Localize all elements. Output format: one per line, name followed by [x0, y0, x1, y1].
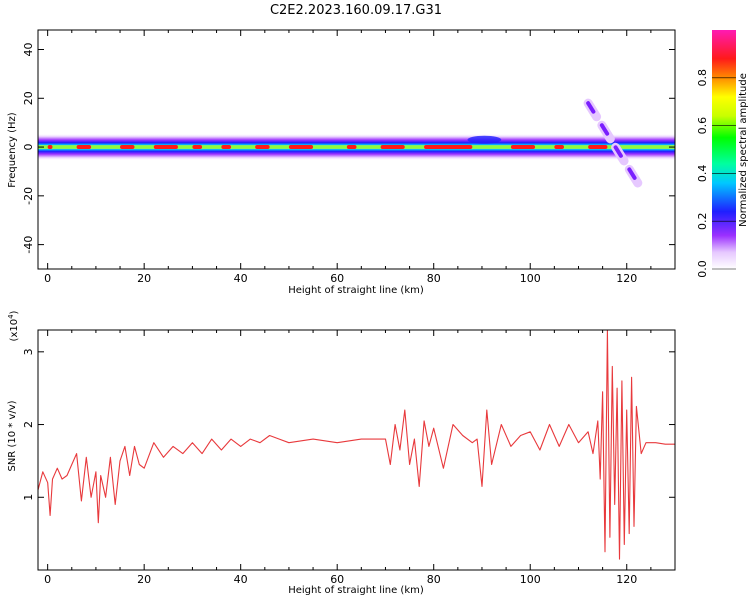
spectrum-peak	[380, 145, 405, 150]
streak-core	[586, 101, 644, 191]
colorbar	[712, 30, 736, 269]
spectrum-peak	[221, 145, 232, 150]
spectrogram-x-label: Height of straight line (km)	[288, 285, 424, 296]
spectrogram-y-label: Frequency (Hz)	[7, 112, 18, 188]
spectrum-peak	[510, 145, 536, 150]
snr-axes: 0 20 40 60 80 100 120 1 2 3	[22, 330, 676, 586]
spectrum-peak	[76, 145, 92, 150]
spectrogram-ytick-label: -20	[22, 187, 35, 205]
spectrogram-xtick-label: 100	[520, 272, 541, 285]
figure-title: C2E2.2023.160.09.17.G31	[270, 3, 442, 18]
snr-ytick-label: 2	[22, 421, 35, 428]
spectrum-peak	[192, 145, 203, 150]
spectrogram-xtick-label: 120	[616, 272, 637, 285]
colorbar-tick-label: 0.2	[696, 212, 709, 230]
snr-frame	[37, 329, 676, 571]
snr-plot	[38, 330, 675, 560]
snr-xtick-label: 60	[330, 573, 344, 586]
spectrogram-frame	[37, 29, 676, 270]
spectrum-peak	[288, 145, 314, 150]
snr-xtick-label: 120	[616, 573, 637, 586]
spectrogram-xtick-label: 0	[44, 272, 51, 285]
spectrum-peak	[424, 145, 473, 150]
snr-xtick-label: 0	[44, 573, 51, 586]
snr-y-multiplier: (x104)	[7, 310, 20, 341]
spectrogram-ytick-label: 20	[22, 91, 35, 105]
snr-xtick-label: 80	[427, 573, 441, 586]
colorbar-tick-label: 0.4	[696, 165, 709, 183]
snr-y-label: SNR (10 * v/v)	[7, 400, 18, 471]
spectrogram-ytick-label: 40	[22, 43, 35, 57]
colorbar-tick-label: 0.8	[696, 69, 709, 87]
spectrum-peak	[588, 145, 608, 150]
spectrum-peak	[346, 145, 357, 150]
spectrum-peak	[153, 145, 178, 150]
snr-ytick-label: 1	[22, 494, 35, 501]
spectrogram-xtick-label: 40	[234, 272, 248, 285]
snr-series-line	[38, 330, 675, 560]
spectrum-peak	[255, 145, 270, 150]
snr-ytick-label: 3	[22, 348, 35, 355]
spectrum-peak	[120, 145, 135, 150]
colorbar-tick-label: 0.6	[696, 117, 709, 135]
spectrogram-xtick-label: 60	[330, 272, 344, 285]
spectrogram-ytick-label: -40	[22, 236, 35, 254]
spectrum-peak	[554, 145, 565, 150]
spectrum-peak	[47, 145, 53, 150]
colorbar-tick-label: 0.0	[696, 260, 709, 278]
colorbar-axes: 0.0 0.2 0.4 0.6 0.8	[696, 69, 736, 278]
spectrogram-axes: 0 20 40 60 80 100 120 -40 -20 0 20 40	[22, 30, 676, 285]
snr-x-label: Height of straight line (km)	[288, 585, 424, 596]
spectrogram-plot	[38, 98, 675, 194]
spectrogram-ytick-label: 0	[22, 144, 35, 151]
colorbar-label: Normalized spectral amplitude	[738, 73, 749, 227]
spectrogram-xtick-label: 20	[137, 272, 151, 285]
spectrogram-xtick-label: 80	[427, 272, 441, 285]
snr-xtick-label: 20	[137, 573, 151, 586]
spectrum-bulge	[467, 135, 502, 144]
snr-xtick-label: 40	[234, 573, 248, 586]
snr-xtick-label: 100	[520, 573, 541, 586]
